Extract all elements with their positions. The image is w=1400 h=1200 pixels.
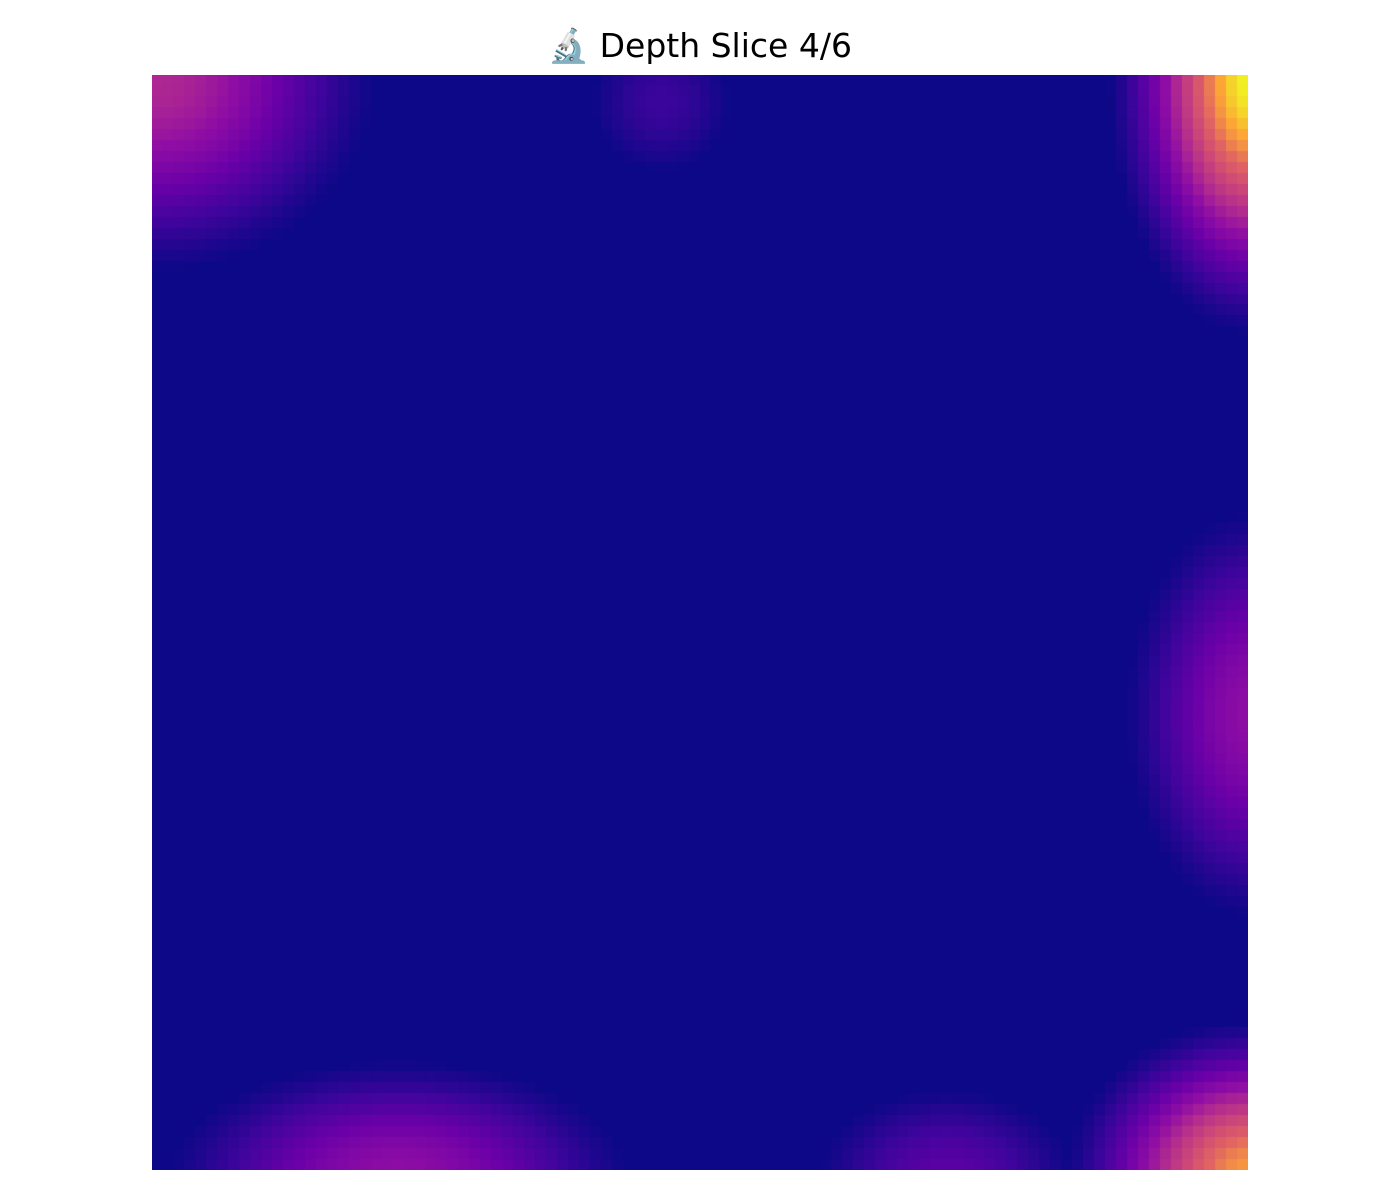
chart-title: 🔬 Depth Slice 4/6 xyxy=(548,26,852,65)
heatmap-plot-area xyxy=(152,75,1248,1170)
heatmap-image xyxy=(152,75,1248,1170)
